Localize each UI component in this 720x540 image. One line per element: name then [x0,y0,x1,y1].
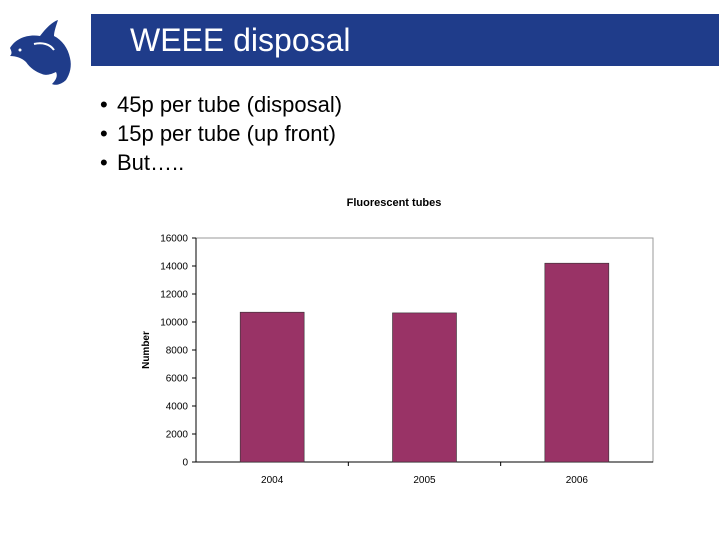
bullet-text: 15p per tube (up front) [117,121,336,146]
x-tick-label: 2005 [413,475,436,486]
y-tick-label: 2000 [166,430,189,441]
bar-2004 [239,311,305,463]
bar-2005 [392,312,457,463]
y-tick-label: 10000 [160,318,188,329]
bullet-text: But….. [117,150,185,175]
y-tick-label: 6000 [166,374,189,385]
x-tick-label: 2004 [261,475,284,486]
title-bar [91,14,719,66]
y-tick-label: 16000 [160,234,188,245]
y-axis-label: Number [141,331,152,369]
y-tick-label: 12000 [160,290,188,301]
bar-2006 [544,262,610,463]
bullet-text: 45p per tube (disposal) [117,92,343,117]
y-tick-label: 4000 [166,402,189,413]
dolphin-logo-icon [6,14,82,90]
y-tick-label: 14000 [160,262,188,273]
bullet-item: • 45p per tube (disposal) [100,92,343,117]
bullet-item: • 15p per tube (up front) [100,121,336,146]
bullet-list: • 45p per tube (disposal) • 15p per tube (… [100,90,342,177]
x-tick-label: 2006 [566,475,589,486]
y-tick-label: 8000 [166,346,189,357]
slide-title: WEEE disposal [130,22,351,58]
y-tick-label: 0 [182,458,188,469]
chart-title: Fluorescent tubes [347,197,442,209]
bullet-item: • But….. [100,150,185,175]
